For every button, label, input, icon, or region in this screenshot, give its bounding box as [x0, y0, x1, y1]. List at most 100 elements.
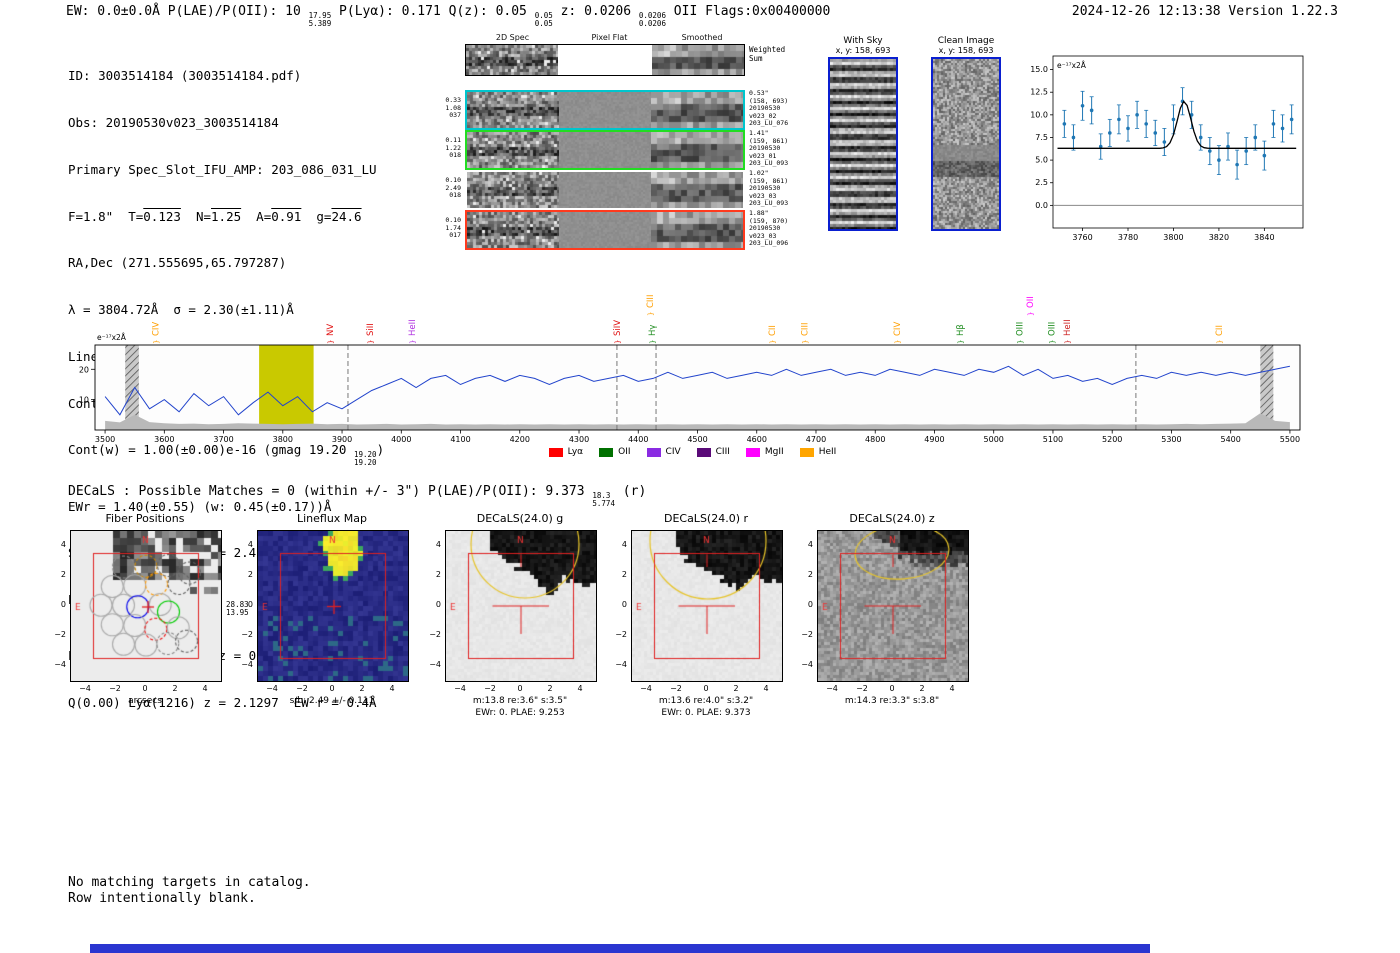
cutout-row — [465, 90, 745, 130]
y-tick-label: 20 — [79, 365, 89, 374]
data-point — [1098, 144, 1103, 149]
x-axis-ticks: −4 −2 0 2 4 — [445, 684, 595, 694]
x-tick-label: 5100 — [1043, 435, 1063, 444]
decals-r-plot — [631, 530, 783, 682]
decals-r-image — [632, 531, 782, 681]
decals-z-image — [818, 531, 968, 681]
legend-item: CIII — [696, 447, 730, 457]
emission-line-label: OII — [1026, 296, 1036, 308]
panel-decals-z: DECaLS(24.0) z −4 −2 0 2 4 −4 −2 0 2 4 m:14.3 re… — [799, 512, 969, 724]
cutout-row-right-label: 0.53" (158, 693) 20190530 v023_02 203_LU… — [749, 89, 789, 127]
y-tick-label: 2 — [247, 570, 253, 579]
cutout-row-right-label: 1.41" (159, 861) 20190530 v023_01 203_LU… — [749, 129, 789, 167]
col-header-pixel-flat: Pixel Flat — [591, 33, 628, 42]
weighted-sum-flat-cell — [558, 45, 652, 75]
emission-line-brace: } — [1027, 312, 1035, 316]
legend-label: CIII — [715, 447, 730, 457]
full-spectrum-plot: 3500 3600 3700 3800 3900 4000 4100 4200 4300 4400… — [79, 295, 1301, 444]
info-line-primary: Primary Spec_Slot_IFU_AMP: 203_086_031_L… — [68, 161, 377, 177]
line-fit-plot: 0.0 2.5 5.0 7.5 10.0 12.5 15.0 3760 3780 3800 3820… — [1030, 55, 1304, 242]
data-point — [1226, 144, 1230, 149]
x-tick-label: −2 — [296, 684, 308, 693]
x-axis-ticks: −4 −2 0 2 4 — [817, 684, 967, 694]
y-tick-label: −2 — [241, 630, 253, 639]
clean-image-panel: Clean Image x, y: 158, 693 — [931, 36, 1001, 231]
x-tick-label: 2 — [733, 684, 739, 693]
emission-line-brace: } — [1216, 340, 1224, 344]
emission-line-label: HeII — [1063, 319, 1073, 336]
spectrum-legend: Lyα OII CIV CIII MgII HeII — [70, 447, 1315, 457]
x-tick-label: 5300 — [1161, 435, 1181, 444]
cutout-row — [465, 130, 745, 170]
x-tick-label: 3600 — [154, 435, 174, 444]
2d-spec-image — [467, 172, 559, 208]
cutout-row-left-label: 0.10 1.74 017 — [445, 216, 461, 239]
x-tick-label: 4300 — [569, 435, 589, 444]
data-point — [1171, 117, 1176, 122]
smoothed-image — [651, 172, 743, 208]
decals-matches-line: DECaLS : Possible Matches = 0 (within +/… — [68, 484, 647, 508]
emission-line-label: Hγ — [648, 325, 658, 336]
y-tick-label: −4 — [429, 660, 441, 669]
col-header-2d-spec: 2D Spec — [495, 33, 530, 42]
col-header-smoothed: Smoothed — [681, 33, 723, 42]
panel-title: DECaLS(24.0) g — [476, 512, 564, 525]
y-tick-label: 4 — [60, 540, 66, 549]
smoothed-image — [651, 92, 743, 128]
with-sky-panel: With Sky x, y: 158, 693 — [828, 36, 898, 231]
panel-decals-g: DECaLS(24.0) g −4 −2 0 2 4 −4 −2 0 2 4 m:13.8 re… — [427, 512, 597, 724]
y-tick-label: 2 — [807, 570, 813, 579]
x-tick-label: 4200 — [510, 435, 530, 444]
x-tick-label: 5200 — [1102, 435, 1122, 444]
cutout-row-left-label: 0.10 2.49 018 — [445, 176, 461, 199]
x-tick-label: 5000 — [984, 435, 1004, 444]
y-axis-ticks: −4 −2 0 2 4 — [427, 530, 443, 680]
header-summary: EW: 0.0±0.0Å P(LAE)/P(OII): 10 17.95 5.38… — [66, 4, 831, 28]
x-tick-label: 4600 — [747, 435, 767, 444]
y-tick-label: 0.0 — [1035, 201, 1048, 210]
x-axis-label: arcsecs — [128, 696, 162, 706]
data-point — [1162, 140, 1167, 144]
data-point — [1244, 149, 1248, 153]
emission-line-label: CIII — [646, 295, 656, 308]
emission-line-brace: } — [1064, 340, 1072, 344]
2d-spec-image — [467, 212, 559, 248]
y-tick-label: 0 — [621, 600, 627, 609]
x-tick-label: 0 — [703, 684, 709, 693]
info-line-obs: Obs: 20190530v023_3003514184 — [68, 114, 279, 130]
emission-line-brace: } — [647, 312, 655, 316]
x-tick-label: 3780 — [1118, 233, 1138, 242]
y-tick-label: −2 — [429, 630, 441, 639]
y-tick-label: 12.5 — [1030, 88, 1048, 97]
info-line-q: Q(0.00) Lyα(1216) z = 2.1297 EW r = 0.4Å — [68, 695, 377, 711]
y-tick-label: −2 — [801, 630, 813, 639]
emission-line-label: Hβ — [956, 324, 966, 336]
x-tick-label: 3900 — [332, 435, 352, 444]
with-sky-image — [828, 57, 898, 231]
data-point — [1153, 131, 1158, 135]
masked-band — [125, 345, 139, 430]
clean-image-coords: x, y: 158, 693 — [938, 46, 994, 55]
weighted-sum-label: Weighted Sum — [749, 45, 786, 63]
header-row: EW: 0.0±0.0Å P(LAE)/P(OII): 10 17.95 5.38… — [66, 4, 1338, 28]
cutout-row — [465, 170, 745, 210]
x-tick-label: 4500 — [687, 435, 707, 444]
legend-item: Lyα — [548, 447, 583, 457]
emission-line-label: CIII — [801, 323, 811, 336]
line-highlight-band — [259, 345, 314, 430]
emission-line-label: OIII — [1048, 322, 1058, 336]
emission-line-brace: } — [802, 340, 810, 344]
data-point — [1217, 158, 1221, 162]
decals-z-plot — [817, 530, 969, 682]
footer-notes: No matching targets in catalog. Row inte… — [68, 875, 311, 907]
y-axis-ticks: −4 −2 0 2 4 — [799, 530, 815, 680]
x-tick-label: 2 — [172, 684, 178, 693]
y-tick-label: 4 — [247, 540, 253, 549]
cutout-row-left-label: 0.33 1.08 037 — [445, 96, 461, 119]
2d-spec-image — [467, 92, 559, 128]
next-section-strip — [90, 944, 1150, 953]
x-tick-label: −2 — [670, 684, 682, 693]
legend-label: MgII — [764, 447, 784, 457]
y-axis-ticks: −4 −2 0 2 4 — [52, 530, 68, 680]
y-tick-label: 5.0 — [1035, 156, 1048, 165]
